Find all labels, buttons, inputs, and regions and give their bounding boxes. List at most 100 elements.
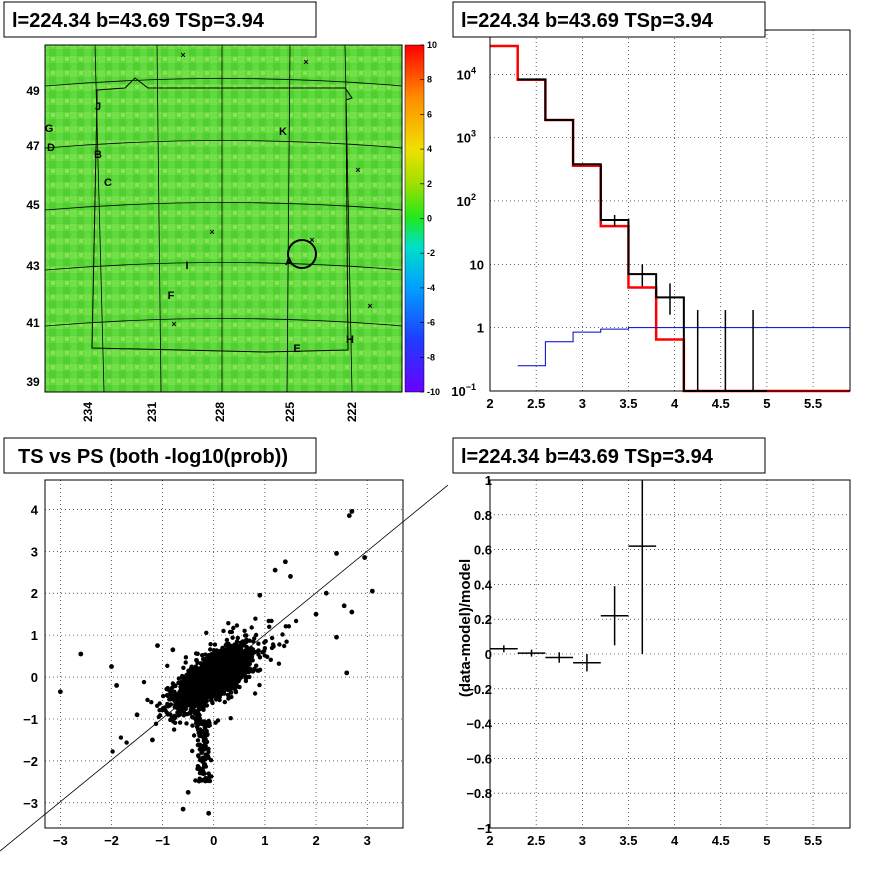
latitude-line [44,78,403,87]
residual-y-tick-label: −0.8 [466,786,492,801]
residual-axis-ticks: 2 2.5 3 3.5 4 4.5 5 5.5 −1 −0.8 −0.6 −0.4 −0.2 0 0.2 0.… [466,473,822,848]
scatter-point [191,705,196,710]
field-label: G [45,123,54,135]
scatter-point [165,663,170,668]
scatter-point [193,668,199,673]
residual-y-tick-label: 0.8 [474,508,492,523]
residual-error-point [573,654,601,672]
colorbar-tick-label: 8 [427,75,432,85]
scatter-point [109,664,114,669]
scatter-point [206,778,211,784]
residual-y-tick-label: −1 [477,821,492,836]
scatter-point [220,689,225,694]
scatter-point [334,634,339,640]
cross-marker: × [367,301,372,311]
skymap-y-tick-label: 45 [26,198,40,212]
colorbar-tick-label: 6 [427,109,432,119]
scatter-y-tick-label: 0 [31,670,38,685]
scatter-point [206,810,212,816]
scatter-point [286,624,292,629]
latitude-line [44,202,403,211]
field-label: H [346,334,354,346]
scatter-point [233,688,238,694]
colorbar-tick-label: -10 [427,387,440,397]
residual-frame [489,479,851,829]
scatter-point [161,693,166,699]
skymap-y-tick-label: 39 [26,375,40,389]
scatter-point [201,747,206,752]
spectrum-grid [489,30,850,392]
spectrum-x-tick-label: 5.5 [804,396,822,411]
skymap-y-tick-label: 47 [26,139,40,153]
residual-grid [489,479,850,829]
skymap-x-tick-label: 231 [145,402,159,422]
scatter-point [195,727,201,732]
scatter-point [246,648,251,653]
scatter-point [202,757,207,762]
field-label: K [279,126,287,138]
spectrum-title-box: l=224.34 b=43.69 TSp=3.94 [452,1,766,38]
scatter-point [262,646,268,651]
colorbar-tick-label: -8 [427,352,435,362]
scatter-point [262,653,267,658]
scatter-point [192,687,197,692]
scatter-point [245,663,250,668]
colorbar-tick-label: -4 [427,283,435,293]
scatter-point [155,643,160,649]
scatter-point [224,637,230,643]
field-label: E [293,343,300,355]
spectrum-x-tick-label: 3.5 [619,396,637,411]
residual-x-tick-label: 3 [579,833,586,848]
scatter-point [206,723,211,728]
scatter-point [211,671,217,676]
scatter-point [176,680,181,686]
scatter-point [249,625,254,630]
scatter-point [200,653,205,658]
scatter-point [346,513,352,519]
residual-y-tick-label: 0.4 [474,577,493,592]
scatter-x-tick-label: 2 [312,833,319,848]
residual-title-box: l=224.34 b=43.69 TSp=3.94 [452,437,766,474]
skymap-title-box: l=224.34 b=43.69 TSp=3.94 [3,1,317,38]
longitude-line [156,44,162,393]
scatter-point [181,665,186,670]
field-label: I [185,260,188,272]
scatter-point [226,621,231,626]
scatter-point [185,789,191,795]
scatter-point [217,689,222,694]
scatter-point [257,682,262,688]
scatter-point [242,628,247,633]
scatter-point [204,664,210,669]
scatter-point [246,656,252,661]
colorbar-tick-label: 4 [427,144,432,154]
scatter-point [210,654,215,659]
scatter-point [209,774,214,779]
scatter-point [276,661,282,666]
scatter-point [180,698,185,703]
scatter-point [234,623,240,628]
scatter-point [170,647,176,653]
scatter-point [208,758,214,763]
scatter-point [250,669,256,674]
scatter-point [201,665,206,671]
scatter-point [252,636,257,641]
scatter-point [214,661,220,667]
scatter-point [181,704,187,710]
colorbar-tick-label: -6 [427,318,435,328]
skymap-y-tick-label: 41 [26,316,40,330]
scatter-point [184,721,189,726]
scatter-point [234,683,239,688]
skymap-field-labels: J GD B C K I F E H A [45,101,354,355]
field-label: F [168,290,175,302]
scatter-point [194,658,199,663]
scatter-point [218,651,223,656]
colorbar-tick-label: 2 [427,179,432,189]
scatter-panel: −3 −2 −1 0 1 2 3 −3 −2 −1 0 1 2 3 4 TS vs PS (both -lo… [0,437,449,852]
scatter-point [234,639,240,644]
spectrum-y-tick-label: 104 [457,65,476,82]
scatter-point [185,702,190,708]
scatter-point [204,693,210,698]
scatter-point [220,655,225,660]
scatter-y-tick-label: 3 [31,544,38,559]
scatter-point [226,696,231,701]
